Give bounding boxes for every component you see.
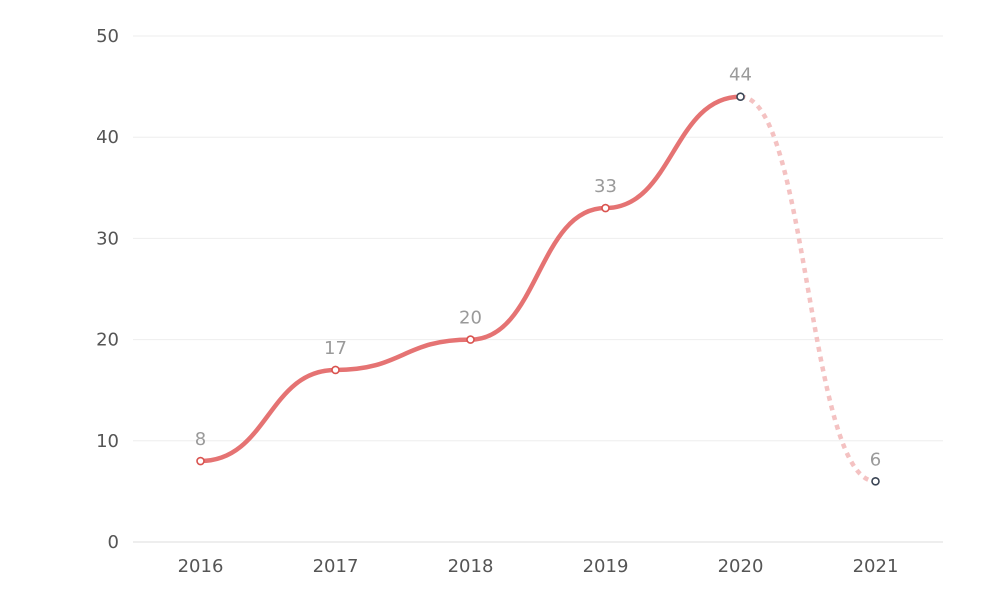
data-label: 44 — [729, 65, 752, 86]
x-tick-label: 2018 — [448, 556, 494, 577]
y-tick-label: 0 — [108, 532, 119, 553]
data-label: 33 — [594, 176, 617, 197]
grid-lines — [133, 35, 943, 442]
x-tick-label: 2020 — [718, 556, 764, 577]
data-point[interactable] — [196, 456, 205, 466]
data-point[interactable] — [871, 476, 880, 486]
data-point[interactable] — [466, 335, 475, 344]
data-point[interactable] — [601, 203, 610, 213]
y-tick-label: 30 — [96, 228, 119, 249]
series-line-projected — [740, 94, 876, 484]
data-point[interactable] — [736, 92, 745, 102]
data-label: 6 — [870, 449, 881, 470]
y-tick-label: 50 — [96, 26, 119, 47]
series-line-actual — [198, 94, 743, 464]
x-tick-label: 2017 — [313, 556, 359, 577]
data-points — [196, 92, 880, 486]
data-point[interactable] — [331, 365, 340, 375]
y-axis-tick-labels: 0 10 20 30 40 50 — [96, 26, 119, 553]
x-tick-label: 2019 — [583, 556, 629, 577]
x-tick-label: 2016 — [178, 556, 224, 577]
data-labels: 8 17 20 33 44 6 — [195, 65, 881, 471]
y-tick-label: 10 — [96, 431, 119, 452]
series-lines — [198, 94, 876, 484]
data-label: 8 — [195, 429, 206, 450]
data-label: 20 — [459, 308, 482, 329]
x-tick-label: 2021 — [853, 556, 899, 577]
y-tick-label: 20 — [96, 330, 119, 351]
data-label: 17 — [324, 338, 347, 359]
x-axis-tick-labels: 2016 2017 2018 2019 2020 2021 — [178, 556, 899, 577]
y-tick-label: 40 — [96, 127, 119, 148]
